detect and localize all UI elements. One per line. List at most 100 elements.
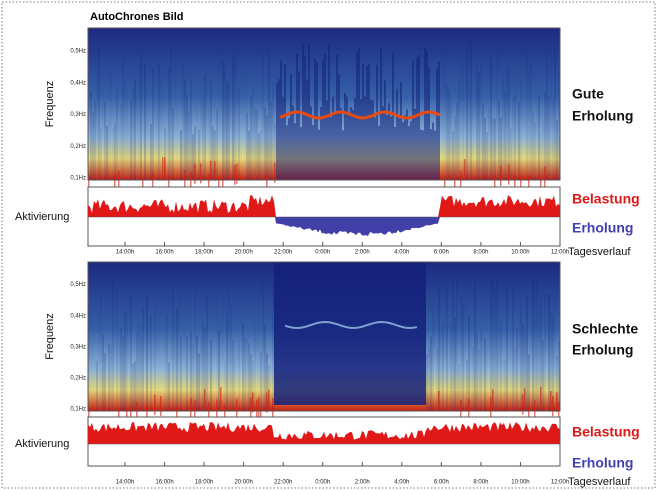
spectrogram-stripe bbox=[90, 92, 92, 180]
spectrogram-stripe bbox=[148, 127, 150, 180]
spectrogram-stripe bbox=[556, 120, 558, 180]
spectrogram-stripe bbox=[284, 64, 286, 180]
spectrogram-stripe bbox=[288, 118, 290, 180]
spectrogram-stripe bbox=[184, 80, 186, 180]
spectrogram-stripe bbox=[98, 48, 100, 180]
spectrogram-stripe bbox=[162, 357, 164, 411]
spectrogram-stripe bbox=[300, 262, 302, 405]
spectrogram-stripe bbox=[142, 307, 144, 411]
spectrogram-stripe bbox=[516, 329, 518, 411]
spectrogram-stripe bbox=[318, 262, 320, 405]
spectrogram-stripe bbox=[554, 47, 556, 180]
spectrogram-stripe bbox=[424, 262, 426, 405]
spectrogram-stripe bbox=[470, 343, 472, 411]
spectrogram-stripe bbox=[508, 165, 510, 185]
spectrogram-stripe bbox=[284, 262, 286, 405]
x-tick-label: 2:00h bbox=[355, 250, 370, 256]
spectrogram-stripe bbox=[192, 134, 194, 180]
spectrogram-stripe bbox=[446, 287, 448, 411]
spectrogram-stripe bbox=[496, 45, 498, 180]
spectrogram-stripe bbox=[390, 117, 392, 180]
spectrogram-stripe bbox=[234, 165, 236, 185]
spectrogram-stripe bbox=[418, 55, 420, 180]
spectrogram-stripe bbox=[156, 111, 158, 180]
x-tick-label: 10:00h bbox=[511, 250, 529, 256]
spectrogram-stripe bbox=[210, 161, 212, 181]
spectrogram-stripe bbox=[218, 330, 220, 411]
spectrogram-stripe bbox=[402, 122, 404, 180]
spectrogram-stripe bbox=[108, 343, 110, 411]
spectrogram-stripe bbox=[252, 393, 254, 413]
spectrogram-stripe bbox=[332, 97, 334, 180]
spectrogram-stripe bbox=[316, 63, 318, 180]
spectrogram-stripe bbox=[150, 124, 152, 180]
spectrogram-stripe bbox=[546, 60, 548, 180]
spectrogram-stripe bbox=[168, 363, 170, 411]
x-tick-label: 14:00h bbox=[116, 250, 134, 256]
spectrogram-stripe bbox=[242, 323, 244, 411]
spectrogram-stripe bbox=[490, 279, 492, 411]
spectrogram-stripe bbox=[398, 118, 400, 180]
spectrogram-stripe bbox=[328, 262, 330, 405]
spectrogram-stripe bbox=[308, 262, 310, 405]
x-tick-label: 8:00h bbox=[473, 480, 488, 486]
spectrogram-stripe bbox=[314, 262, 316, 405]
spectrogram-stripe bbox=[212, 337, 214, 411]
panel-label: Schlechte bbox=[572, 321, 638, 337]
spectrogram-stripe bbox=[338, 262, 340, 405]
spectrogram-stripe bbox=[286, 262, 288, 405]
legend-load: Belastung bbox=[572, 424, 640, 440]
spectrogram-stripe bbox=[482, 105, 484, 180]
spectrogram-stripe bbox=[406, 262, 408, 405]
spectrogram-stripe bbox=[474, 59, 476, 180]
spectrogram-stripe bbox=[266, 115, 268, 180]
spectrogram-stripe bbox=[122, 337, 124, 411]
spectrogram-stripe bbox=[186, 94, 188, 180]
spectrogram-stripe bbox=[182, 66, 184, 180]
spectrogram-stripe bbox=[484, 338, 486, 411]
spectrogram-stripe bbox=[350, 262, 352, 405]
spectrogram-stripe bbox=[514, 348, 516, 411]
spectrogram-stripe bbox=[366, 262, 368, 405]
spectrogram-stripe bbox=[384, 262, 386, 405]
spectrogram-stripe bbox=[154, 395, 156, 415]
spectrogram-stripe bbox=[308, 45, 310, 180]
spectrogram-stripe bbox=[536, 277, 538, 411]
spectrogram-stripe bbox=[462, 61, 464, 180]
spectrogram-stripe bbox=[296, 54, 298, 180]
spectrogram-stripe bbox=[542, 340, 544, 411]
spectrogram-stripe bbox=[260, 130, 262, 180]
spectrogram-stripe bbox=[96, 361, 98, 411]
spectrogram-stripe bbox=[314, 59, 316, 180]
x-tick-label: 18:00h bbox=[195, 480, 213, 486]
spectrogram-stripe bbox=[500, 166, 502, 186]
spectrogram-stripe bbox=[222, 298, 224, 411]
spectrogram-stripe bbox=[170, 48, 172, 180]
spectrogram-stripe bbox=[184, 317, 186, 411]
spectrogram-stripe bbox=[258, 397, 260, 417]
spectrogram-stripe bbox=[364, 262, 366, 405]
spectrogram-stripe bbox=[280, 262, 282, 405]
spectrogram-stripe bbox=[510, 129, 512, 180]
spectrogram-stripe bbox=[188, 289, 190, 411]
spectrogram-stripe bbox=[326, 100, 328, 180]
spectrogram-stripe bbox=[426, 50, 428, 180]
spectrogram-stripe bbox=[290, 262, 292, 405]
spectrogram-stripe bbox=[386, 262, 388, 405]
spectrogram-stripe bbox=[234, 356, 236, 411]
spectrogram-stripe bbox=[506, 290, 508, 411]
spectrogram-stripe bbox=[192, 343, 194, 411]
spectrogram-stripe bbox=[414, 262, 416, 405]
spectrogram-stripe bbox=[332, 262, 334, 405]
spectrogram-stripe bbox=[322, 262, 324, 405]
spectrogram-stripe bbox=[180, 130, 182, 180]
spectrogram-stripe bbox=[522, 87, 524, 180]
spectrogram-stripe bbox=[430, 336, 432, 411]
spectrogram-stripe bbox=[230, 310, 232, 411]
spectrogram-stripe bbox=[416, 57, 418, 180]
legend-load: Belastung bbox=[572, 191, 640, 207]
spectrogram-stripe bbox=[336, 262, 338, 405]
spectrogram-stripe bbox=[526, 52, 528, 180]
spectrogram-stripe bbox=[316, 262, 318, 405]
spectrogram-stripe bbox=[466, 47, 468, 180]
